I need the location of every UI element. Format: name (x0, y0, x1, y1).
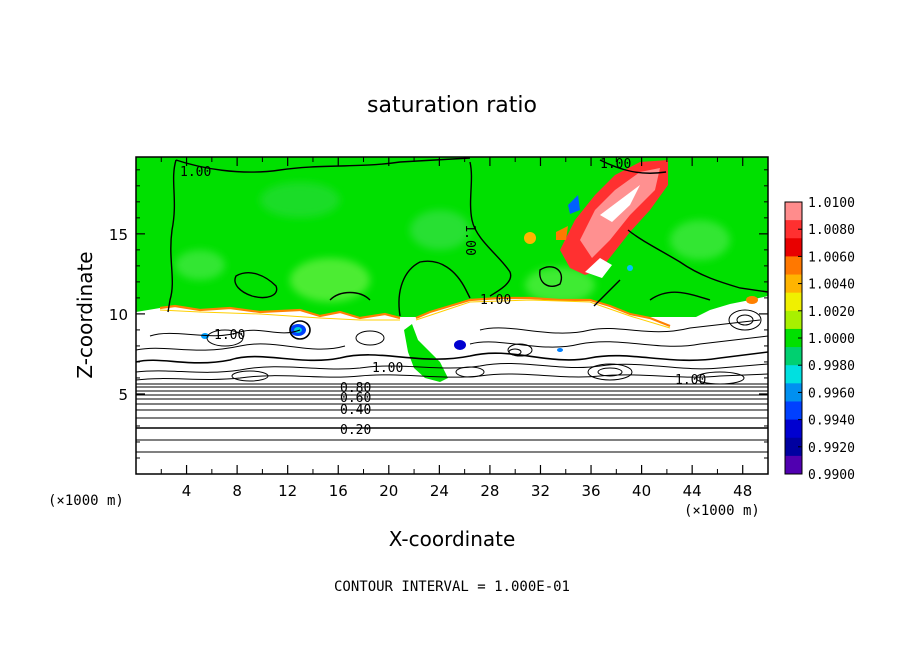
colorbar-label: 1.0080 (808, 223, 855, 238)
colorbar-swatch (785, 401, 802, 421)
colorbar-swatch (785, 365, 802, 384)
x-tick-label: 28 (480, 482, 499, 500)
y-tick-label: 10 (109, 306, 128, 324)
colorbar-swatch (785, 292, 802, 312)
contour-label: 1.00 (480, 293, 511, 308)
warm-plume (524, 160, 668, 278)
stratified-contours (136, 383, 768, 453)
colorbar-swatch (785, 238, 802, 257)
chart-title: saturation ratio (367, 93, 537, 118)
contour-label: 0.20 (340, 423, 371, 438)
colorbar-label: 1.0000 (808, 332, 855, 347)
unity-contours (167, 157, 768, 317)
contour-label: 1.00 (675, 373, 706, 388)
x-tick-label: 12 (278, 482, 297, 500)
colorbar-swatch (785, 383, 802, 402)
contour-label: 0.60 (340, 391, 371, 406)
plot-area (136, 157, 768, 474)
cloud-top-edge (159, 296, 671, 328)
colorbar-swatch (785, 220, 802, 239)
contour-interval-note: CONTOUR INTERVAL = 1.000E-01 (334, 579, 570, 595)
x-tick-label: 36 (581, 482, 600, 500)
x-tick-label: 48 (733, 482, 752, 500)
x-axis-ticks: 4 8 12 16 20 24 28 32 36 40 44 48 (160, 157, 752, 500)
colorbar-swatch (785, 310, 802, 330)
colorbar-swatch (785, 347, 802, 366)
contour-label: 0.40 (340, 403, 371, 418)
colorbar-swatch (785, 455, 802, 475)
contour-label: 1.00 (180, 165, 211, 180)
y-axis-ticks: 5 10 15 (109, 169, 768, 459)
x-tick-label: 44 (683, 482, 702, 500)
contour-label: 1.00 (462, 224, 477, 255)
colorbar-swatch (785, 202, 802, 221)
x-unit-left: (×1000 m) (48, 493, 124, 509)
colorbar-label: 0.9940 (808, 414, 855, 429)
colorbar-swatch (785, 328, 802, 348)
x-unit-right: (×1000 m) (684, 503, 760, 519)
x-tick-label: 32 (531, 482, 550, 500)
y-tick-label: 5 (118, 386, 128, 404)
cloud-top-edge-inner (159, 299, 671, 329)
colorbar-label: 1.0020 (808, 305, 855, 320)
colorbar-label: 1.0060 (808, 250, 855, 265)
contour-label: 1.00 (600, 157, 631, 172)
x-tick-label: 16 (329, 482, 348, 500)
contour-label: 1.00 (214, 328, 245, 343)
y-axis-label: Z-coordinate (73, 251, 97, 378)
x-tick-label: 4 (182, 482, 192, 500)
x-tick-label: 40 (632, 482, 651, 500)
colorbar-label: 0.9980 (808, 359, 855, 374)
contour-labels: 1.00 1.00 1.00 1.00 1.00 1.00 1.00 0.80 … (180, 157, 706, 438)
x-tick-label: 20 (379, 482, 398, 500)
x-tick-label: 24 (430, 482, 449, 500)
contour-label: 0.80 (340, 381, 371, 396)
x-tick-label: 8 (232, 482, 242, 500)
contour-label: 1.00 (372, 361, 403, 376)
colorbar-swatch (785, 256, 802, 276)
subsaturated-region (136, 296, 768, 474)
colorbar-label: 0.9900 (808, 468, 855, 483)
colorbar: 1.0100 1.0080 1.0060 1.0040 1.0020 1.0000 0.99… (784, 196, 855, 483)
plot-frame (135, 156, 769, 475)
cloud-contours (136, 309, 768, 385)
colorbar-label: 0.9960 (808, 386, 855, 401)
field-mottling (175, 182, 730, 303)
colorbar-swatch (785, 419, 802, 439)
y-tick-label: 15 (109, 226, 128, 244)
colorbar-label: 0.9920 (808, 441, 855, 456)
colorbar-label: 1.0040 (808, 278, 855, 293)
x-axis-label: X-coordinate (389, 527, 516, 551)
colorbar-swatch (785, 437, 802, 457)
colorbar-label: 1.0100 (808, 196, 855, 211)
colorbar-swatch (785, 274, 802, 294)
